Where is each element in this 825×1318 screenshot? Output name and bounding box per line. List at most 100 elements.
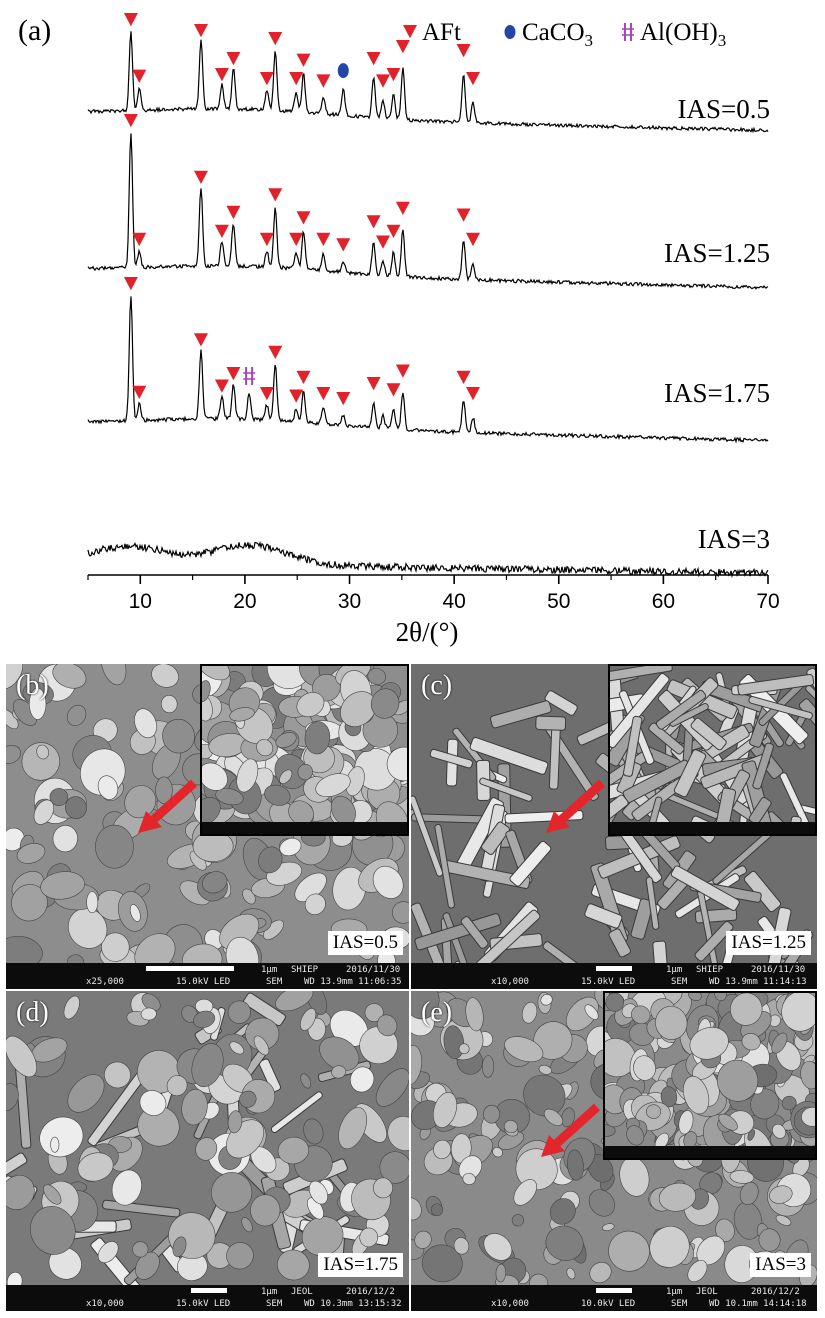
red-arrow [541,1103,601,1157]
particle [747,1129,756,1141]
particle [140,1007,157,1021]
info-lab: SHIEP [291,965,319,975]
rod-crystal [414,913,502,951]
rod-crystal [655,689,707,730]
xrd-trace-1 [87,133,769,290]
scale-bar [191,1288,227,1293]
rod-crystal [243,992,286,1027]
particle [6,1083,19,1112]
particle [540,994,553,1006]
sem-panel-c: (c) IAS=1.25 x10,000 15.0kV LED 1μm SHIEP 2016… [411,664,817,989]
particle [6,1271,23,1285]
particle [716,1059,759,1102]
plate-crystal [279,769,293,784]
rod-crystal [610,666,673,686]
plate-crystal [40,871,85,900]
ias-label: IAS=0.5 [327,931,403,955]
particle [229,1041,245,1055]
particle [750,1088,780,1120]
particle [241,1217,253,1233]
legend-label-1: CaCO3 [522,19,593,50]
plate-crystal [95,824,134,869]
aft-marker-s0-6 [268,32,283,46]
aft-marker-s0-1 [132,69,147,83]
ias-label: IAS=3 [750,1253,811,1277]
plate-crystal [256,739,274,757]
legend-caco3-marker [504,25,516,39]
particle [605,1124,616,1137]
plate-crystal [6,935,43,963]
xrd-trace-0 [87,31,769,134]
inset-info-bar [202,822,407,834]
particle [308,1180,328,1205]
rod-crystal [479,777,533,802]
aft-marker-s2-1 [132,385,147,400]
particle [714,993,727,1002]
aft-marker-s2-13 [395,364,410,378]
aft-marker-s1-15 [456,208,471,222]
aft-marker-s1-8 [296,211,311,225]
plate-crystal [86,891,99,914]
particle [601,1223,615,1231]
aft-marker-s0-2 [193,24,208,38]
plate-crystal [52,825,78,853]
particle [104,1061,131,1089]
plate-crystal [266,666,312,689]
aft-marker-s0-9 [316,74,331,88]
particle [166,1075,188,1097]
particle [43,1184,62,1205]
rod-crystal [748,696,813,720]
particle [193,1010,216,1029]
xrd-trace-3 [87,540,769,579]
particle [50,1136,60,1153]
particle [411,1197,422,1221]
rod-crystal [798,698,815,740]
aft-marker-s2-7 [289,389,304,403]
particle [191,1043,224,1088]
particle [781,1095,797,1111]
plate-crystal [162,718,195,754]
particle [458,1155,483,1181]
plate-crystal [391,901,409,924]
info-lab: JEOL [291,1287,313,1297]
aft-marker-s1-5 [259,232,274,247]
scale-bar [596,1288,632,1293]
aft-marker-s0-13 [395,40,410,54]
rod-crystal [475,909,541,963]
particle [372,1177,393,1199]
particle [303,1118,324,1145]
plate-crystal [236,758,259,793]
particle [589,1262,612,1284]
particle [739,1181,759,1206]
particle [660,1086,678,1108]
particle [631,1005,651,1025]
particle [458,1043,470,1055]
plate-crystal [181,943,223,963]
particle [411,991,440,1020]
info-date: 2016/11/30 [751,965,806,975]
info-kv: 15.0kV LED [176,1299,231,1309]
aft-marker-s2-9 [316,387,331,401]
particle [758,1228,781,1252]
info-kv: 15.0kV LED [581,977,636,987]
aft-marker-s2-14 [456,370,471,385]
rod-crystal [429,748,473,769]
particle [504,1036,544,1063]
particle [626,1125,645,1146]
particle [6,1174,35,1210]
particle [511,1214,524,1227]
plate-crystal [296,692,325,718]
info-mag: x10,000 [491,977,529,987]
plate-crystal [49,788,69,806]
aft-marker-s0-5 [259,72,274,86]
info-scale: 1μm [261,965,278,975]
info-date: 2016/12/2 [751,1287,800,1297]
sem-info-bar: x10,000 15.0kV LED 1μm JEOL 2016/12/2 SEM WD 1… [6,1285,409,1311]
plate-crystal [129,904,141,922]
particle [411,1045,423,1085]
x-tick-label-30: 30 [338,590,361,613]
particle [483,1233,513,1261]
rod-crystal [670,865,740,911]
particle [137,1105,180,1147]
rod-crystal [752,742,774,790]
